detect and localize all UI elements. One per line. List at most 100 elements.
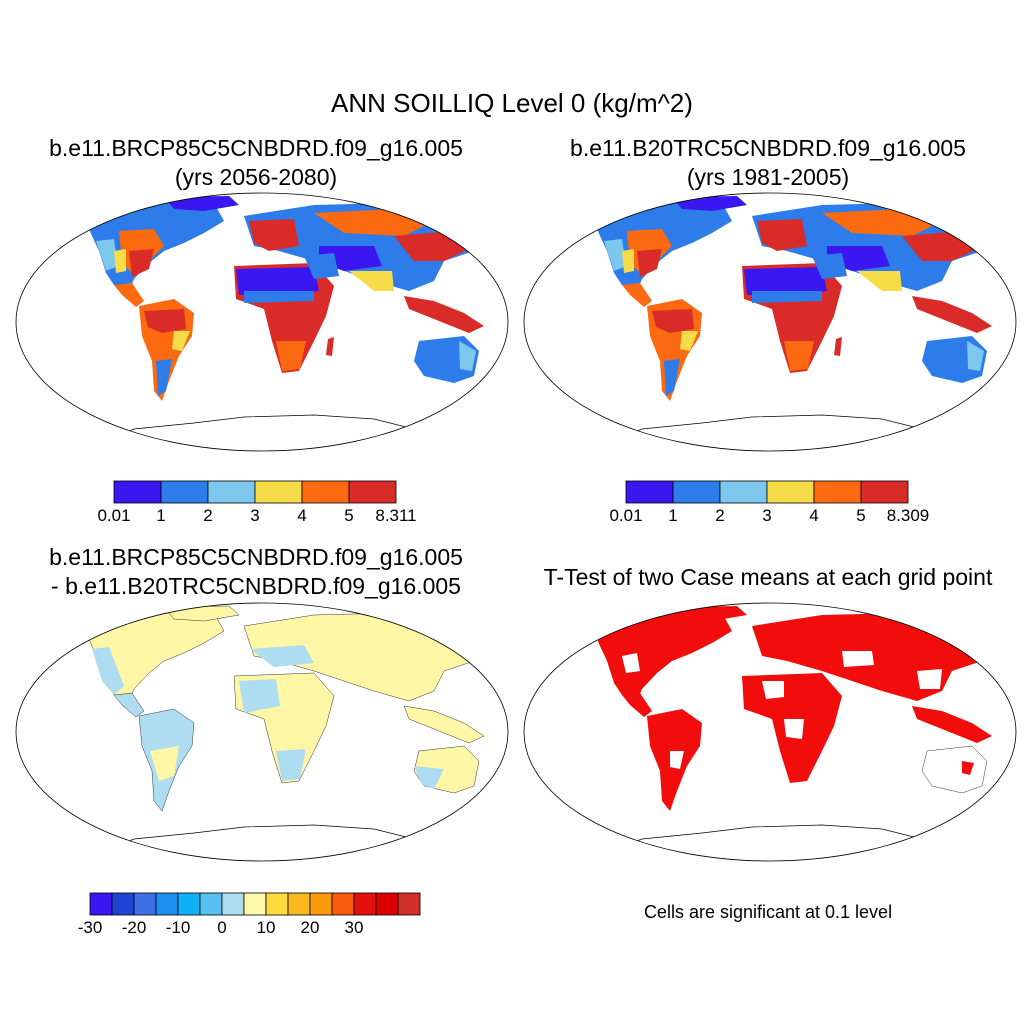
panel-title-ttest: T-Test of two Case means at each grid po…	[543, 564, 993, 590]
colorbar-case1: 0.01 1 2 3 4 5 8.311	[97, 480, 417, 525]
map-border	[15, 192, 509, 452]
land-central-america	[622, 283, 652, 307]
region-south-africa	[784, 341, 814, 371]
region-na-west	[96, 239, 118, 271]
colorbar-tick-label: 5	[856, 506, 865, 525]
colorbar-box	[375, 892, 399, 916]
nonsig-east-asia	[917, 669, 942, 689]
colorbar-tick-label: -20	[122, 918, 147, 937]
map-border	[523, 192, 1017, 452]
panel-title-case1: b.e11.BRCP85C5CNBDRD.f09_g16.005 (yrs 20…	[0, 134, 512, 192]
sig-north-america	[592, 611, 732, 701]
land-central-america	[114, 283, 144, 307]
colorbar-case2: 0.01 1 2 3 4 5 8.309	[609, 480, 929, 525]
land-central-america	[113, 692, 145, 718]
land-se-asia	[403, 705, 485, 744]
colorbar-box	[155, 892, 179, 916]
colorbar-box	[89, 892, 113, 916]
land-se-asia	[912, 296, 992, 333]
australia-outline	[921, 745, 988, 794]
map-border	[523, 602, 1017, 862]
region-na-southeast	[637, 249, 662, 277]
colorbar-box	[813, 480, 862, 504]
map-ttest	[523, 602, 1017, 862]
land-arctic	[164, 196, 239, 211]
diff-negative-europe	[250, 645, 314, 667]
diff-negative-australia	[414, 766, 444, 789]
colorbar-box	[766, 480, 815, 504]
panel-title-difference: b.e11.BRCP85C5CNBDRD.f09_g16.005 - b.e11…	[0, 543, 512, 601]
colorbar-box	[625, 480, 674, 504]
colorbar-box	[221, 892, 245, 916]
panel-title-case2: b.e11.B20TRC5CNBDRD.f09_g16.005 (yrs 198…	[512, 134, 1024, 192]
colorbar-box	[160, 480, 209, 504]
colorbar-tick-label: 3	[250, 506, 259, 525]
colorbar-tick-label: 8.309	[887, 506, 930, 525]
colorbar-tick-label: 4	[297, 506, 306, 525]
colorbar-box	[719, 480, 768, 504]
colorbar-box	[309, 892, 333, 916]
colorbar-box	[287, 892, 311, 916]
significance-note: Cells are significant at 0.1 level	[643, 902, 893, 922]
antarctica-outline	[103, 414, 445, 442]
colorbar-tick-label: 5	[344, 506, 353, 525]
nonsig-sahara	[762, 681, 784, 699]
colorbar-tick-label: 20	[301, 918, 320, 937]
land-madagascar	[326, 337, 334, 356]
region-sa-east	[172, 331, 190, 351]
colorbar-tick-label: 30	[345, 918, 364, 937]
colorbar-box	[397, 892, 421, 916]
nonsig-central-asia	[842, 651, 874, 667]
region-na-mid	[622, 249, 634, 273]
colorbar-box	[331, 892, 355, 916]
diff-positive-sa	[150, 746, 179, 781]
region-south-africa	[276, 341, 306, 371]
land-se-asia	[404, 296, 484, 333]
colorbar-tick-label: 3	[762, 506, 771, 525]
diff-negative-na-west	[92, 647, 124, 695]
diff-negative-south-africa	[276, 749, 306, 781]
colorbar-box	[348, 480, 397, 504]
land-arctic	[672, 196, 747, 211]
land-arctic	[163, 605, 240, 622]
nonsig-na-plains	[622, 653, 640, 673]
region-europe	[757, 219, 807, 251]
land-madagascar	[834, 337, 842, 356]
diff-negative-sahara	[239, 679, 280, 713]
region-sahel	[752, 291, 822, 303]
region-sahara	[236, 267, 319, 295]
colorbar-box	[133, 892, 157, 916]
region-sa-amazon	[144, 309, 186, 333]
colorbar-box	[111, 892, 135, 916]
region-south-asia	[349, 271, 394, 291]
panel-title-case1-years: (yrs 2056-2080)	[174, 164, 338, 190]
colorbar-tick-label: 4	[809, 506, 818, 525]
region-south-asia	[857, 271, 902, 291]
colorbar-box	[353, 892, 377, 916]
panel-title-case2-years: (yrs 1981-2005)	[686, 164, 850, 190]
region-sa-south	[156, 359, 172, 396]
colorbar-box	[254, 480, 303, 504]
colorbar-tick-label: 10	[257, 918, 276, 937]
colorbar-tick-label: 1	[156, 506, 165, 525]
region-middle-east	[304, 253, 339, 279]
colorbar-tick-label: 0.01	[609, 506, 642, 525]
region-middle-east	[812, 253, 847, 279]
panel-title-diff-line2: - b.e11.B20TRC5CNBDRD.f09_g16.005	[51, 573, 461, 599]
colorbar-box	[207, 480, 256, 504]
colorbar-tick-label: -10	[166, 918, 191, 937]
nonsig-congo	[784, 719, 804, 739]
colorbar-box	[265, 892, 289, 916]
colorbar-box	[199, 892, 223, 916]
sig-australia-patch	[962, 761, 974, 775]
nonsig-sa	[670, 751, 684, 769]
colorbar-tick-label: 2	[203, 506, 212, 525]
region-sa-amazon	[652, 309, 694, 333]
region-sa-east	[680, 331, 698, 351]
main-title: ANN SOILLIQ Level 0 (kg/m^2)	[331, 88, 693, 118]
map-difference	[15, 602, 509, 862]
region-na-southeast	[129, 249, 154, 277]
colorbar-tick-label: 2	[715, 506, 724, 525]
region-sahel	[244, 291, 314, 303]
sig-arctic	[672, 606, 747, 621]
